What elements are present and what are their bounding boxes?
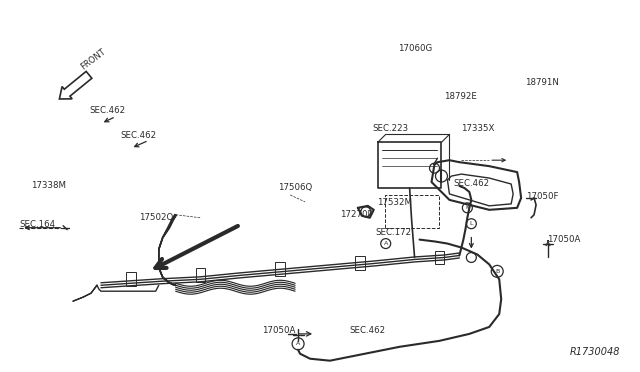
Text: 18791N: 18791N	[525, 78, 559, 87]
Text: SEC.462: SEC.462	[350, 326, 386, 336]
Text: R1730048: R1730048	[570, 347, 621, 357]
Text: 17270P: 17270P	[340, 210, 372, 219]
Text: SEC.172: SEC.172	[376, 228, 412, 237]
Text: 18792E: 18792E	[444, 92, 477, 101]
Text: B: B	[495, 269, 499, 274]
Text: SEC.462: SEC.462	[121, 131, 157, 140]
Bar	[126, 272, 136, 286]
Text: A: A	[383, 241, 388, 246]
Text: 17050A: 17050A	[262, 326, 295, 336]
Text: 17338M: 17338M	[31, 180, 67, 189]
Text: 17502Q: 17502Q	[139, 213, 173, 222]
Text: SEC.223: SEC.223	[372, 124, 409, 133]
Text: 17050A: 17050A	[547, 235, 580, 244]
Text: SEC.164: SEC.164	[19, 220, 56, 229]
Text: 17060G: 17060G	[397, 44, 432, 52]
Bar	[275, 262, 285, 276]
Text: 17335X: 17335X	[461, 124, 495, 133]
Text: 17050F: 17050F	[526, 192, 559, 201]
Text: A: A	[296, 341, 300, 346]
Bar	[196, 268, 205, 282]
Text: SEC.462: SEC.462	[89, 106, 125, 115]
Text: FRONT: FRONT	[79, 47, 108, 71]
FancyArrow shape	[60, 71, 92, 99]
Text: 17532M: 17532M	[377, 198, 412, 207]
Bar	[355, 256, 365, 270]
Text: SEC.462: SEC.462	[453, 179, 490, 187]
Text: K: K	[465, 205, 469, 210]
Text: 17506Q: 17506Q	[278, 183, 312, 192]
Text: L: L	[470, 221, 473, 226]
Bar	[435, 250, 444, 264]
